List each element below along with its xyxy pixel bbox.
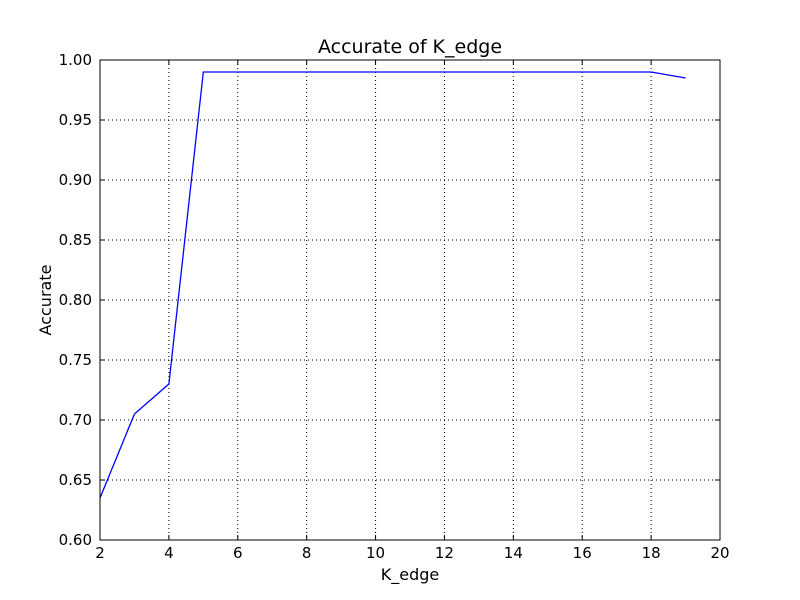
chart-title: Accurate of K_edge — [318, 36, 502, 58]
x-tick-label: 8 — [302, 544, 312, 562]
x-tick-label: 6 — [233, 544, 243, 562]
y-tick-label: 0.85 — [59, 231, 92, 249]
y-tick-label: 1.00 — [59, 51, 92, 69]
y-tick-label: 0.80 — [59, 291, 92, 309]
x-tick-label: 16 — [573, 544, 592, 562]
x-tick-label: 18 — [642, 544, 661, 562]
y-axis-title: Accurate — [36, 265, 55, 336]
ticks — [99, 59, 721, 541]
x-tick-label: 4 — [164, 544, 174, 562]
x-axis-tick-labels: 2 4 6 8 10 12 14 16 18 20 — [95, 544, 729, 562]
series-layer — [99, 71, 686, 499]
x-tick-label: 14 — [504, 544, 523, 562]
x-tick-label: 10 — [366, 544, 385, 562]
y-tick-label: 0.60 — [59, 531, 92, 549]
y-tick-label: 0.70 — [59, 411, 92, 429]
y-tick-label: 0.90 — [59, 171, 92, 189]
x-axis-title: K_edge — [381, 565, 440, 585]
series-line — [99, 71, 686, 499]
y-tick-label: 0.75 — [59, 351, 92, 369]
x-tick-label: 2 — [95, 544, 105, 562]
y-tick-label: 0.95 — [59, 111, 92, 129]
y-tick-label: 0.65 — [59, 471, 92, 489]
y-axis-tick-labels: 0.60 0.65 0.70 0.75 0.80 0.85 0.90 0.95 1.00 — [59, 51, 92, 549]
x-tick-label: 12 — [435, 544, 454, 562]
x-tick-label: 20 — [710, 544, 729, 562]
